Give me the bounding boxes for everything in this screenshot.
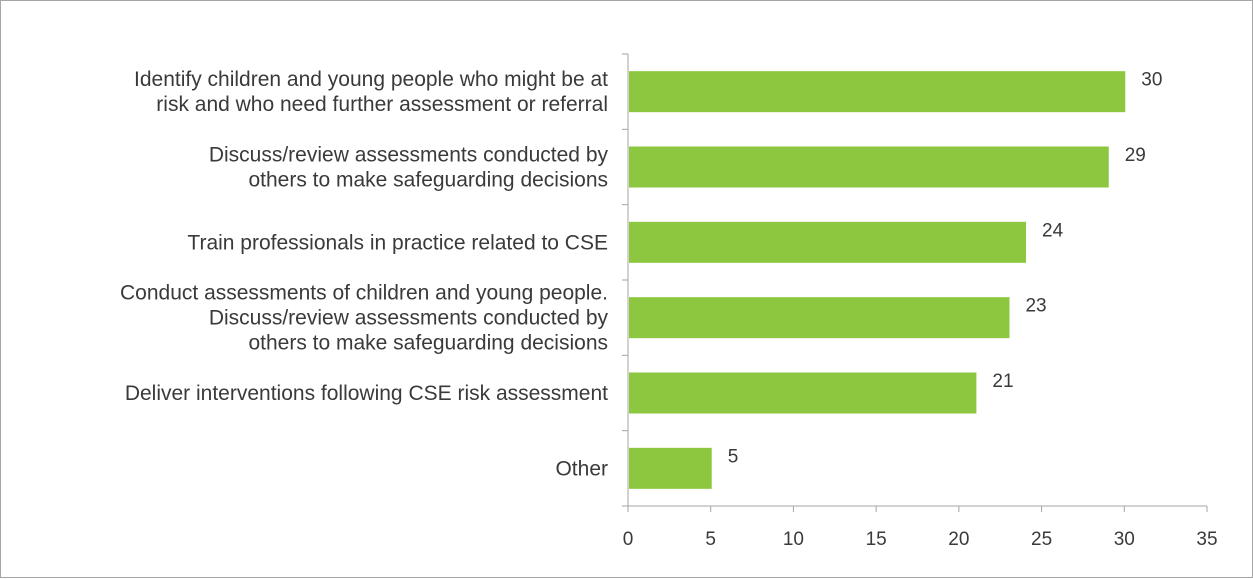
category-label: Identify children and young people who m… bbox=[134, 68, 608, 91]
category-label: Train professionals in practice related … bbox=[187, 231, 608, 254]
x-tick-label: 10 bbox=[783, 529, 804, 550]
bars-layer bbox=[629, 71, 1126, 489]
category-label: others to make safeguarding decisions bbox=[248, 169, 608, 192]
category-label: others to make safeguarding decisions bbox=[248, 332, 608, 355]
bar bbox=[629, 372, 977, 414]
bar bbox=[629, 447, 712, 489]
category-label: Conduct assessments of children and youn… bbox=[120, 282, 608, 305]
data-label: 24 bbox=[1042, 220, 1064, 241]
data-label: 5 bbox=[728, 446, 739, 467]
data-label: 29 bbox=[1125, 145, 1146, 166]
category-label: Discuss/review assessments conducted by bbox=[209, 144, 609, 167]
category-label: risk and who need further assessment or … bbox=[156, 93, 608, 116]
axis-layer: 0 5 10 15 20 25 30 35 bbox=[622, 53, 1218, 550]
x-tick-label: 35 bbox=[1196, 529, 1217, 550]
bar bbox=[629, 71, 1126, 113]
labels-layer: 30 Identify children and young people who… bbox=[120, 68, 1162, 480]
category-label: Discuss/review assessments conducted by bbox=[209, 307, 609, 330]
x-tick-label: 20 bbox=[948, 529, 969, 550]
bar bbox=[629, 146, 1109, 188]
x-tick-label: 15 bbox=[866, 529, 887, 550]
bar bbox=[629, 221, 1027, 263]
x-tick-label: 25 bbox=[1031, 529, 1052, 550]
x-tick-label: 5 bbox=[705, 529, 716, 550]
bar bbox=[629, 297, 1010, 339]
data-label: 30 bbox=[1141, 70, 1162, 91]
category-label: Deliver interventions following CSE risk… bbox=[125, 382, 608, 405]
x-tick-label: 0 bbox=[623, 529, 634, 550]
x-tick-label: 30 bbox=[1114, 529, 1135, 550]
data-label: 23 bbox=[1025, 296, 1046, 317]
category-label: Other bbox=[555, 457, 608, 480]
data-label: 21 bbox=[992, 371, 1013, 392]
